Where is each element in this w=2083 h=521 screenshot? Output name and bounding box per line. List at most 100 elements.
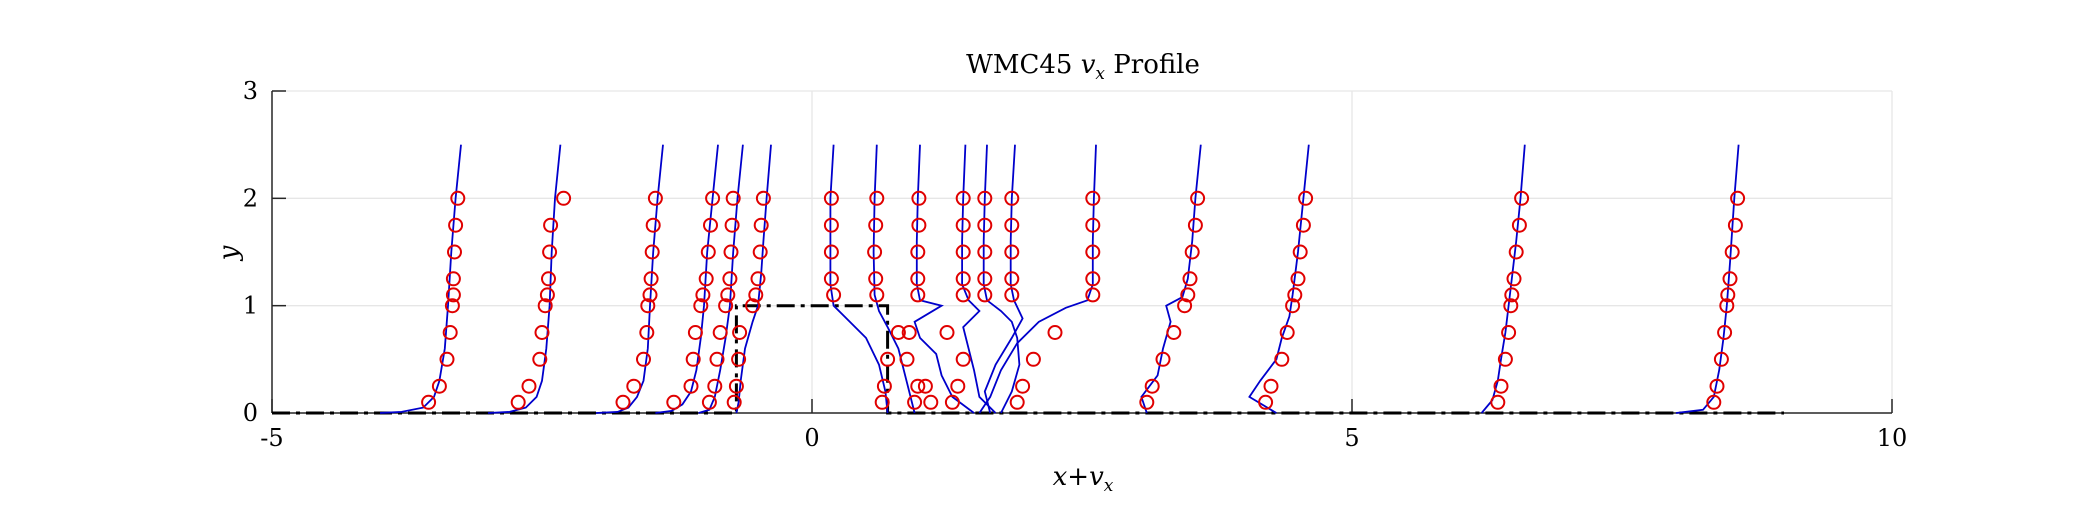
x-tick-label: 10 xyxy=(1877,424,1908,452)
experiment-marker xyxy=(700,244,716,260)
experiment-marker xyxy=(1258,394,1274,410)
experiment-marker xyxy=(1493,378,1509,394)
experiment-marker xyxy=(521,378,537,394)
experiment-marker xyxy=(899,351,915,367)
x-axis-label: x+vx xyxy=(1053,462,1114,496)
experiment-marker xyxy=(869,287,885,303)
y-tick-label: 0 xyxy=(243,399,258,427)
experiment-marker xyxy=(543,217,559,233)
experiment-marker xyxy=(1274,351,1290,367)
model-profile-line xyxy=(829,144,889,414)
experiment-marker xyxy=(1009,394,1025,410)
experiment-marker xyxy=(712,325,728,340)
experiment-marker xyxy=(955,217,971,233)
experiment-marker xyxy=(1155,351,1171,367)
experiment-marker xyxy=(923,394,939,410)
experiment-marker xyxy=(823,244,839,260)
experiment-marker xyxy=(445,271,461,287)
experiment-marker xyxy=(726,394,742,410)
y-tick-label: 3 xyxy=(243,77,258,105)
x-tick-label: -5 xyxy=(260,424,283,452)
experiment-marker xyxy=(1085,244,1101,260)
experiment-marker xyxy=(1004,190,1020,206)
experiment-marker xyxy=(911,190,927,206)
experiment-marker xyxy=(1713,351,1729,367)
experiment-marker xyxy=(876,378,892,394)
experiment-marker xyxy=(705,190,721,206)
experiment-marker xyxy=(1085,287,1101,303)
experiment-marker xyxy=(1187,217,1203,233)
experiment-marker xyxy=(823,190,839,206)
experiment-marker xyxy=(944,394,960,410)
experiment-marker xyxy=(901,325,917,340)
experiment-marker xyxy=(666,394,682,410)
experiment-marker xyxy=(1047,325,1063,340)
experiment-marker xyxy=(707,378,723,394)
experiment-marker xyxy=(977,244,993,260)
experiment-marker xyxy=(955,287,971,303)
experiment-marker xyxy=(977,190,993,206)
experiment-marker xyxy=(868,271,884,287)
experiment-markers xyxy=(421,190,1746,410)
experiment-marker xyxy=(910,378,926,394)
experiment-marker xyxy=(448,217,464,233)
experiment-marker xyxy=(532,351,548,367)
experiment-marker xyxy=(1506,271,1522,287)
y-axis-label: y xyxy=(214,245,244,261)
experiment-marker xyxy=(542,244,558,260)
experiment-marker xyxy=(701,394,717,410)
experiment-marker xyxy=(823,217,839,233)
experiment-marker xyxy=(723,244,739,260)
experiment-marker xyxy=(709,351,725,367)
experiment-marker xyxy=(683,378,699,394)
experiment-marker xyxy=(1501,325,1517,340)
experiment-marker xyxy=(642,287,658,303)
x-tick-label: 0 xyxy=(804,424,819,452)
experiment-marker xyxy=(1706,394,1722,410)
chart-title-var: v xyxy=(1081,50,1096,80)
experiment-marker xyxy=(939,325,955,340)
experiment-marker xyxy=(556,190,572,206)
experiment-marker xyxy=(693,298,709,314)
experiment-marker xyxy=(1190,190,1206,206)
geometry-outline xyxy=(272,304,1784,415)
experiment-marker xyxy=(1085,190,1101,206)
experiment-marker xyxy=(955,271,971,287)
experiment-marker xyxy=(1709,378,1725,394)
experiment-marker xyxy=(1292,244,1308,260)
experiment-marker xyxy=(907,394,923,410)
experiment-marker xyxy=(1004,271,1020,287)
model-profile-line xyxy=(1480,144,1526,414)
chart-title-suffix: Profile xyxy=(1113,50,1200,80)
axes xyxy=(271,90,1893,414)
experiment-marker xyxy=(1287,287,1303,303)
experiment-marker xyxy=(1184,244,1200,260)
experiment-marker xyxy=(1004,217,1020,233)
model-profile-line xyxy=(982,144,1021,414)
experiment-marker xyxy=(755,190,771,206)
experiment-marker xyxy=(698,271,714,287)
experiment-marker xyxy=(890,325,906,340)
model-profile-line xyxy=(595,144,664,414)
experiment-marker xyxy=(748,287,764,303)
experiment-marker xyxy=(541,271,556,287)
model-profile-line xyxy=(655,144,719,414)
model-profile-line xyxy=(487,144,562,414)
experiment-marker xyxy=(977,217,993,233)
experiment-marker xyxy=(445,287,461,303)
experiment-marker xyxy=(950,378,966,394)
experiment-marker xyxy=(1719,298,1735,314)
experiment-marker xyxy=(867,244,883,260)
experiment-marker xyxy=(1720,287,1736,303)
experiment-marker xyxy=(1503,298,1519,314)
experiment-marker xyxy=(1139,394,1155,410)
experiment-marker xyxy=(1004,287,1020,303)
model-profiles xyxy=(379,144,1740,414)
experiment-marker xyxy=(1290,271,1306,287)
experiment-marker xyxy=(728,378,744,394)
experiment-marker xyxy=(1263,378,1279,394)
experiment-marker xyxy=(977,271,993,287)
model-profile-line xyxy=(735,144,772,414)
experiment-marker xyxy=(869,190,885,206)
experiment-marker xyxy=(955,351,971,367)
